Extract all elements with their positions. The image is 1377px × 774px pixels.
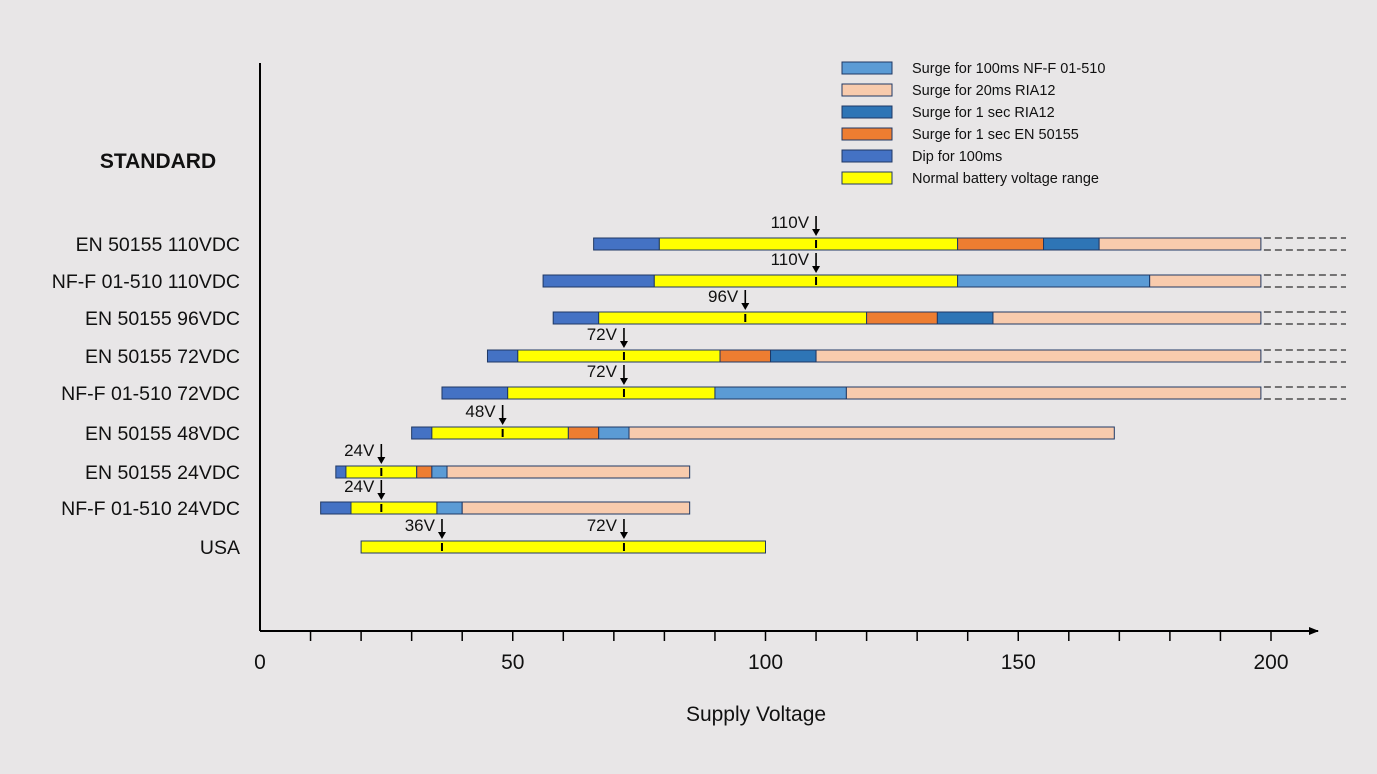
row-label: USA xyxy=(200,537,240,559)
range-segment-surge1en xyxy=(719,349,772,363)
range-segment-surge100nf xyxy=(957,274,1151,288)
row-label: EN 50155 110VDC xyxy=(76,234,240,256)
range-segment-normal xyxy=(360,540,766,554)
row: NF-F 01-510 110VDC 110V xyxy=(52,250,1346,293)
nominal-voltage-label: 72V xyxy=(587,362,618,381)
row-label: EN 50155 48VDC xyxy=(85,423,240,445)
row: EN 50155 110VDC 110V xyxy=(76,213,1346,256)
x-tick-label: 50 xyxy=(501,651,524,674)
x-tick-label: 0 xyxy=(254,651,266,674)
range-segment-normal xyxy=(658,237,959,251)
range-segment-surge1ria xyxy=(1043,237,1100,251)
legend-swatch xyxy=(841,105,893,119)
range-segment-surge100nf xyxy=(436,501,463,515)
row: NF-F 01-510 24VDC 24V xyxy=(61,477,691,520)
nominal-arrow-head xyxy=(619,378,628,385)
legend-entry: Surge for 1 sec RIA12 xyxy=(912,105,1055,121)
legend-swatch xyxy=(841,171,893,185)
range-segment-surge20ria xyxy=(461,501,691,515)
nominal-arrow-head xyxy=(812,229,821,236)
x-tick-label: 100 xyxy=(748,651,783,674)
row: EN 50155 72VDC 72V xyxy=(85,325,1346,368)
nominal-arrow-head xyxy=(377,493,386,500)
range-segment-surge100nf xyxy=(598,426,630,440)
legend-entry: Surge for 20ms RIA12 xyxy=(912,83,1055,99)
axes: 0 50 100 150 200 xyxy=(254,63,1319,674)
range-segment-dip100 xyxy=(542,274,655,288)
row-label: NF-F 01-510 24VDC xyxy=(61,498,240,520)
range-segment-surge20ria xyxy=(845,386,1262,400)
nominal-arrow-head xyxy=(377,457,386,464)
legend-swatch xyxy=(841,127,893,141)
nominal-voltage-label: 24V xyxy=(344,477,375,496)
legend-swatch xyxy=(841,149,893,163)
row-label: NF-F 01-510 110VDC xyxy=(52,271,240,293)
legend-swatch xyxy=(841,83,893,97)
range-segment-surge1en xyxy=(866,311,938,325)
range-segment-surge20ria xyxy=(1149,274,1262,288)
x-axis-label: Supply Voltage xyxy=(686,703,826,726)
rows: EN 50155 110VDC 110V NF-F 01-510 110VDC 110… xyxy=(52,213,1346,559)
nominal-arrow-head xyxy=(437,532,446,539)
range-segment-surge20ria xyxy=(815,349,1262,363)
range-segment-surge100nf xyxy=(714,386,847,400)
range-segment-normal xyxy=(517,349,721,363)
range-segment-normal xyxy=(350,501,438,515)
row-label: NF-F 01-510 72VDC xyxy=(61,383,240,405)
x-tick-label: 150 xyxy=(1001,651,1036,674)
range-segment-surge1ria xyxy=(936,311,994,325)
range-segment-dip100 xyxy=(320,501,352,515)
range-segment-normal xyxy=(431,426,569,440)
range-segment-surge20ria xyxy=(1098,237,1262,251)
nominal-arrow-head xyxy=(619,532,628,539)
nominal-arrow-head xyxy=(619,341,628,348)
range-segment-dip100 xyxy=(411,426,433,440)
range-segment-surge1en xyxy=(416,465,433,479)
nominal-voltage-label: 72V xyxy=(587,325,618,344)
row: EN 50155 24VDC 24V xyxy=(85,441,691,484)
nominal-arrow-head xyxy=(741,303,750,310)
range-segment-normal xyxy=(598,311,868,325)
range-segment-surge20ria xyxy=(628,426,1115,440)
row: EN 50155 96VDC 96V xyxy=(85,287,1346,330)
legend-entry: Normal battery voltage range xyxy=(912,171,1099,187)
row-label: EN 50155 24VDC xyxy=(85,462,240,484)
row-axis-title: STANDARD xyxy=(100,150,216,173)
range-segment-surge20ria xyxy=(992,311,1262,325)
row: NF-F 01-510 72VDC 72V xyxy=(61,362,1346,405)
range-segment-surge1en xyxy=(567,426,600,440)
row: USA 36V 72V xyxy=(200,516,766,559)
range-segment-dip100 xyxy=(593,237,660,251)
nominal-voltage-label: 48V xyxy=(465,402,496,421)
range-segment-surge1ria xyxy=(770,349,817,363)
nominal-arrow-head xyxy=(498,418,507,425)
range-segment-dip100 xyxy=(486,349,519,363)
range-segment-normal xyxy=(653,274,959,288)
range-segment-dip100 xyxy=(552,311,600,325)
nominal-voltage-label: 110V xyxy=(771,213,810,232)
row: EN 50155 48VDC 48V xyxy=(85,402,1115,445)
nominal-voltage-label: 36V xyxy=(405,516,436,535)
nominal-voltage-label: 72V xyxy=(587,516,618,535)
nominal-voltage-label: 110V xyxy=(771,250,810,269)
nominal-arrow-head xyxy=(812,266,821,273)
legend: Surge for 100ms NF-F 01-510 Surge for 20m… xyxy=(841,61,1105,187)
legend-entry: Surge for 100ms NF-F 01-510 xyxy=(912,61,1105,77)
legend-entry: Surge for 1 sec EN 50155 xyxy=(912,127,1079,143)
range-segment-surge20ria xyxy=(446,465,691,479)
range-segment-surge1en xyxy=(957,237,1045,251)
row-label: EN 50155 96VDC xyxy=(85,308,240,330)
x-tick-label: 200 xyxy=(1253,651,1288,674)
nominal-voltage-label: 96V xyxy=(708,287,739,306)
range-segment-normal xyxy=(507,386,716,400)
legend-swatch xyxy=(841,61,893,75)
range-segment-surge100nf xyxy=(431,465,448,479)
range-segment-dip100 xyxy=(441,386,509,400)
nominal-voltage-label: 24V xyxy=(344,441,375,460)
legend-entry: Dip for 100ms xyxy=(912,149,1002,165)
row-label: EN 50155 72VDC xyxy=(85,346,240,368)
